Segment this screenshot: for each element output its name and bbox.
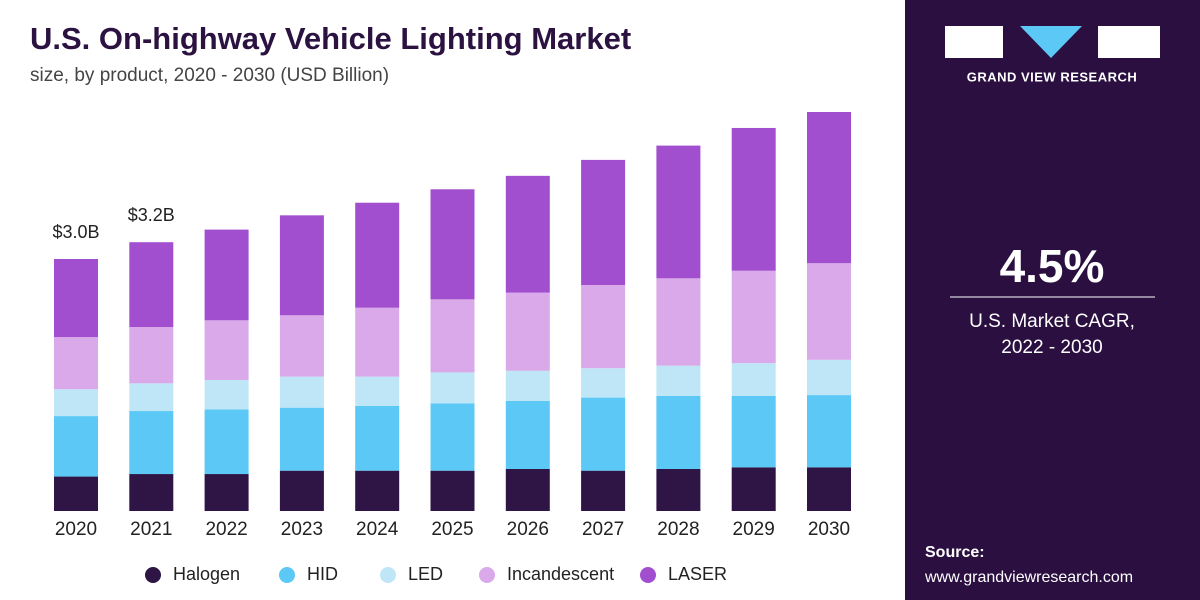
- legend-label: Halogen: [173, 564, 240, 584]
- bar-segment: [430, 470, 475, 511]
- bar-segment: [807, 263, 851, 360]
- total-label: $3.2B: [128, 205, 175, 225]
- bar-segment: [279, 376, 324, 408]
- x-tick-label: 2020: [55, 519, 97, 540]
- bar-segment: [581, 159, 626, 286]
- bar-segment: [581, 285, 626, 369]
- legend-label: Incandescent: [507, 564, 614, 584]
- legend-swatch: [279, 567, 295, 583]
- cagr-label: 2022 - 2030: [1001, 337, 1102, 358]
- bar-segment: [430, 372, 475, 404]
- bar-segment: [129, 383, 174, 412]
- x-tick-label: 2025: [431, 519, 473, 540]
- x-tick-label: 2029: [733, 519, 775, 540]
- bar-segment: [54, 476, 98, 511]
- bar-segment: [731, 127, 776, 271]
- legend-swatch: [479, 567, 495, 583]
- x-tick-label: 2024: [356, 519, 399, 540]
- x-tick-label: 2027: [582, 519, 624, 540]
- chart-title: U.S. On-highway Vehicle Lighting Market: [30, 21, 631, 56]
- bar-segment: [129, 474, 174, 511]
- bar-segment: [279, 215, 324, 316]
- chart-subtitle: size, by product, 2020 - 2030 (USD Billi…: [30, 65, 389, 86]
- bar-segment: [807, 467, 851, 511]
- bar-segment: [204, 229, 249, 321]
- legend-label: HID: [307, 564, 338, 584]
- bar-segment: [355, 406, 400, 471]
- bar-segment: [656, 365, 701, 396]
- bar-segment: [355, 307, 400, 377]
- bar-segment: [54, 416, 98, 477]
- bar-segment: [430, 299, 475, 373]
- bar-segment: [279, 470, 324, 511]
- source-label: Source:: [925, 544, 985, 561]
- bar-segment: [355, 470, 400, 511]
- x-tick-label: 2028: [657, 519, 699, 540]
- bar-segment: [505, 370, 550, 401]
- cagr-label: U.S. Market CAGR,: [969, 311, 1135, 332]
- total-label: $3.0B: [52, 222, 99, 242]
- bar-segment: [430, 403, 475, 471]
- x-tick-label: 2022: [205, 519, 247, 540]
- bar-segment: [54, 337, 98, 390]
- bar-segment: [656, 395, 701, 469]
- source-url: www.grandviewresearch.com: [924, 569, 1133, 586]
- logo-block: [945, 26, 1003, 58]
- bar-segment: [581, 397, 626, 471]
- bar-segment: [204, 409, 249, 475]
- bar-segment: [807, 112, 851, 264]
- bar-segment: [581, 470, 626, 511]
- bar-segment: [656, 278, 701, 366]
- bar-segment: [731, 467, 776, 511]
- bar-segment: [807, 395, 851, 468]
- bar-segment: [505, 469, 550, 511]
- logo: [945, 26, 1160, 58]
- bar-segment: [807, 359, 851, 396]
- cagr-value: 4.5%: [1000, 240, 1105, 292]
- legend-label: LASER: [668, 564, 727, 584]
- bar-segment: [355, 376, 400, 406]
- bar-segment: [54, 389, 98, 417]
- bar-segment: [355, 202, 400, 308]
- bar-segment: [129, 242, 174, 328]
- bar-segment: [204, 379, 249, 410]
- bar-segment: [54, 259, 98, 338]
- bar-segment: [731, 363, 776, 396]
- bar-segment: [430, 189, 475, 300]
- legend-swatch: [380, 567, 396, 583]
- legend-label: LED: [408, 564, 443, 584]
- bar-segment: [129, 411, 174, 475]
- bar-segment: [279, 315, 324, 377]
- bar-segment: [656, 145, 701, 279]
- bar-segment: [505, 175, 550, 293]
- legend-swatch: [640, 567, 656, 583]
- x-tick-label: 2026: [507, 519, 549, 540]
- bar-segment: [581, 368, 626, 398]
- bar-segment: [204, 474, 249, 511]
- brand-name: GRAND VIEW RESEARCH: [967, 69, 1138, 84]
- x-tick-label: 2021: [130, 519, 172, 540]
- legend-swatch: [145, 567, 161, 583]
- logo-block: [1098, 26, 1160, 58]
- bar-segment: [204, 320, 249, 380]
- x-tick-label: 2023: [281, 519, 323, 540]
- sidebar-background: [905, 0, 1200, 600]
- bar-segment: [656, 469, 701, 511]
- bar-segment: [505, 400, 550, 469]
- bar-segment: [279, 407, 324, 471]
- bar-segment: [505, 292, 550, 371]
- logo-triangle: [1020, 26, 1082, 58]
- bar-segment: [731, 270, 776, 364]
- x-tick-label: 2030: [808, 519, 850, 540]
- bar-segment: [731, 395, 776, 468]
- bar-segment: [129, 327, 174, 384]
